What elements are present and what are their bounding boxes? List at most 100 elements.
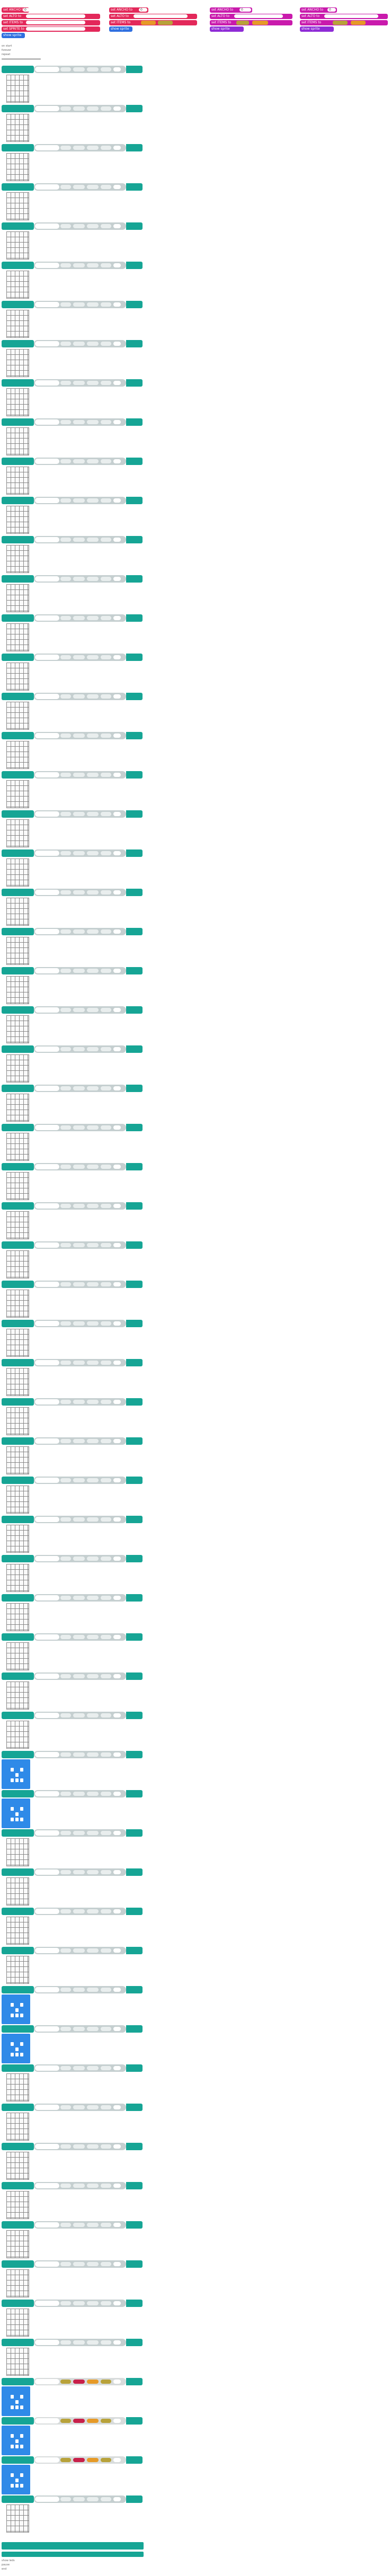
parameter-slot[interactable] — [73, 969, 85, 973]
parameter-slot[interactable] — [113, 146, 121, 150]
parameter-slot[interactable] — [60, 969, 71, 973]
parameter-input[interactable] — [35, 1086, 59, 1091]
block-end-cap[interactable] — [126, 1947, 143, 1954]
block-end-cap[interactable] — [126, 1555, 143, 1562]
parameter-bar[interactable] — [34, 1241, 126, 1249]
parameter-slot[interactable] — [101, 498, 111, 503]
parameter-bar[interactable] — [34, 2417, 126, 2425]
parameter-slot[interactable] — [113, 577, 121, 581]
value-field[interactable] — [26, 27, 85, 31]
parameter-slot[interactable] — [87, 1086, 99, 1090]
parameter-input[interactable] — [35, 223, 59, 229]
parameter-slot[interactable] — [60, 694, 71, 699]
parameter-input[interactable] — [35, 1242, 59, 1248]
parameter-slot[interactable] — [101, 734, 111, 738]
block-set-sprite[interactable]: set SPRITE to — [2, 26, 100, 32]
block-end-cap[interactable] — [126, 340, 143, 347]
block-end-cap[interactable] — [126, 1163, 143, 1170]
led-grid[interactable] — [6, 2269, 29, 2297]
parameter-slot[interactable] — [60, 616, 71, 620]
block-end-cap[interactable] — [126, 2143, 143, 2150]
block-end-cap[interactable] — [126, 2417, 143, 2425]
led-grid[interactable] — [6, 702, 29, 730]
parameter-slot[interactable] — [113, 302, 121, 307]
block-end-cap[interactable] — [126, 1594, 143, 1602]
block-end-cap[interactable] — [126, 2104, 143, 2111]
set-pixel-block[interactable] — [2, 1790, 34, 1797]
parameter-slot[interactable] — [87, 2380, 99, 2384]
block-end-cap[interactable] — [126, 967, 143, 974]
led-preview-panel[interactable] — [2, 1759, 30, 1789]
block-end-cap[interactable] — [126, 1124, 143, 1131]
set-pixel-block[interactable] — [2, 222, 34, 230]
set-pixel-block[interactable] — [2, 536, 34, 543]
parameter-slot[interactable] — [60, 106, 71, 111]
parameter-input[interactable] — [35, 811, 59, 817]
parameter-slot[interactable] — [87, 1635, 99, 1639]
parameter-input[interactable] — [35, 263, 59, 268]
block-end-cap[interactable] — [126, 458, 143, 465]
parameter-bar[interactable] — [34, 1006, 126, 1014]
parameter-input[interactable] — [35, 1752, 59, 1757]
parameter-slot[interactable] — [87, 1361, 99, 1365]
parameter-slot[interactable] — [73, 2262, 85, 2266]
parameter-slot[interactable] — [60, 498, 71, 503]
set-pixel-block[interactable] — [2, 2496, 34, 2503]
parameter-slot[interactable] — [73, 1478, 85, 1482]
parameter-slot[interactable] — [60, 185, 71, 189]
parameter-slot[interactable] — [87, 929, 99, 934]
parameter-slot[interactable] — [87, 1870, 99, 1874]
parameter-input[interactable] — [35, 615, 59, 621]
set-pixel-block[interactable] — [2, 2064, 34, 2072]
parameter-slot[interactable] — [87, 616, 99, 620]
parameter-bar[interactable] — [34, 1320, 126, 1327]
led-grid[interactable] — [6, 1642, 29, 1670]
parameter-slot[interactable] — [113, 1008, 121, 1012]
set-pixel-block[interactable] — [2, 1868, 34, 1876]
parameter-slot[interactable] — [73, 459, 85, 463]
led-grid[interactable] — [6, 467, 29, 495]
parameter-slot[interactable] — [73, 694, 85, 699]
value-field[interactable] — [234, 14, 283, 18]
led-grid[interactable] — [6, 819, 29, 847]
block-end-cap[interactable] — [126, 771, 143, 779]
parameter-bar[interactable] — [34, 2025, 126, 2033]
parameter-bar[interactable] — [34, 418, 126, 426]
parameter-slot[interactable] — [113, 1478, 121, 1482]
parameter-slot[interactable] — [73, 2184, 85, 2188]
parameter-slot[interactable] — [101, 1321, 111, 1326]
set-pixel-block[interactable] — [2, 497, 34, 504]
parameter-slot[interactable] — [101, 812, 111, 816]
parameter-slot[interactable] — [87, 2184, 99, 2188]
parameter-input[interactable] — [35, 1556, 59, 1561]
parameter-slot[interactable] — [60, 146, 71, 150]
parameter-input[interactable] — [35, 929, 59, 934]
parameter-slot[interactable] — [73, 1674, 85, 1678]
parameter-slot[interactable] — [60, 342, 71, 346]
parameter-slot[interactable] — [60, 1047, 71, 1051]
parameter-slot[interactable] — [73, 2144, 85, 2149]
parameter-slot[interactable] — [87, 1831, 99, 1835]
parameter-slot[interactable] — [101, 1635, 111, 1639]
parameter-slot[interactable] — [113, 1517, 121, 1522]
parameter-input[interactable] — [35, 1634, 59, 1640]
led-grid[interactable] — [6, 1681, 29, 1710]
set-pixel-block[interactable] — [2, 2182, 34, 2189]
set-pixel-block[interactable] — [2, 301, 34, 308]
parameter-slot[interactable] — [101, 1713, 111, 1718]
parameter-slot[interactable] — [113, 2144, 121, 2149]
parameter-slot[interactable] — [87, 1282, 99, 1286]
parameter-slot[interactable] — [87, 2340, 99, 2345]
block-end-cap[interactable] — [126, 1437, 143, 1445]
led-grid[interactable] — [6, 1446, 29, 1474]
set-pixel-block[interactable] — [2, 1986, 34, 1993]
parameter-slot[interactable] — [87, 851, 99, 855]
parameter-slot[interactable] — [87, 1125, 99, 1130]
parameter-slot[interactable] — [87, 2262, 99, 2266]
led-grid[interactable] — [6, 1094, 29, 1122]
parameter-slot[interactable] — [60, 2223, 71, 2227]
parameter-slot[interactable] — [87, 1988, 99, 1992]
parameter-slot[interactable] — [101, 1243, 111, 1247]
parameter-input[interactable] — [35, 419, 59, 425]
led-grid[interactable] — [6, 114, 29, 142]
